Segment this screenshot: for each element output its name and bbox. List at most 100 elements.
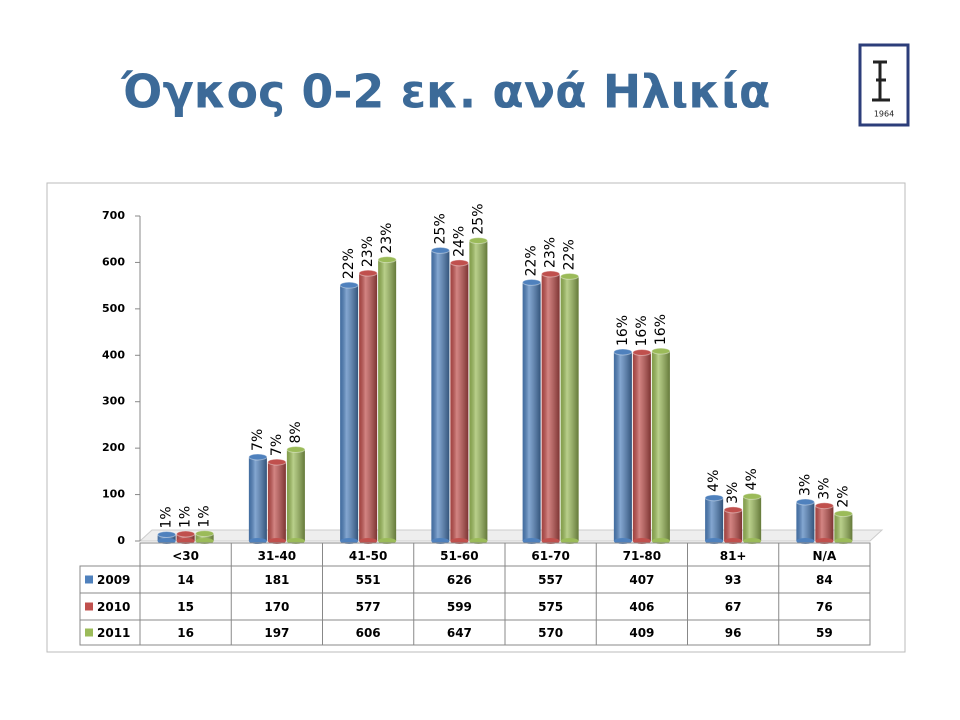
table-value: 406	[629, 600, 654, 614]
bar-shade	[359, 273, 378, 541]
share-label: 22%	[562, 239, 578, 270]
table-value: 626	[447, 573, 472, 587]
x-tick-label: 61-70	[531, 549, 569, 563]
share-label: 2%	[835, 485, 851, 507]
bar-shade	[267, 462, 286, 541]
x-tick-label: 51-60	[440, 549, 478, 563]
logo-year: 1964	[874, 110, 894, 119]
table-value: 93	[725, 573, 742, 587]
bar-cap	[468, 237, 488, 245]
share-label: 16%	[653, 314, 669, 345]
share-label: 25%	[432, 213, 448, 244]
share-label: 23%	[360, 236, 376, 267]
bar-shade	[651, 351, 670, 541]
share-label: 16%	[615, 315, 631, 346]
share-label: 3%	[797, 474, 813, 496]
share-label: 24%	[451, 226, 467, 257]
share-label: 22%	[524, 245, 540, 276]
table-value: 170	[264, 600, 289, 614]
bar-shade	[378, 259, 397, 541]
slide-title: Όγκος 0-2 εκ. ανά Ηλικία	[120, 65, 770, 119]
bar-shade	[157, 534, 176, 541]
table-value: 409	[629, 626, 654, 640]
share-label: 3%	[816, 477, 832, 499]
share-label: 1%	[159, 506, 175, 528]
table-value: 67	[725, 600, 742, 614]
table-value: 647	[447, 626, 472, 640]
bar-cap	[339, 281, 359, 289]
y-tick-label: 100	[102, 488, 125, 501]
bar-shade	[340, 285, 359, 541]
logo: 1964	[858, 43, 910, 127]
y-tick-label: 0	[117, 534, 125, 547]
bar-shade	[705, 497, 724, 541]
share-label: 4%	[744, 468, 760, 490]
y-tick-label: 600	[102, 255, 125, 268]
bar-cap	[833, 510, 853, 518]
bar-cap	[795, 498, 815, 506]
y-tick-label: 200	[102, 441, 125, 454]
share-label: 4%	[706, 470, 722, 492]
table-value: 606	[356, 626, 381, 640]
table-value: 84	[816, 573, 833, 587]
legend-label: 2009	[97, 573, 130, 587]
table-value: 557	[538, 573, 563, 587]
bar-shade	[431, 250, 450, 541]
bar-cap	[157, 531, 177, 538]
bar-cap	[704, 494, 724, 502]
bar-cap	[377, 256, 397, 264]
logo-frame	[858, 43, 910, 127]
table-value: 59	[816, 626, 833, 640]
legend-label: 2011	[97, 626, 130, 640]
table-value: 197	[264, 626, 289, 640]
bar-shade	[834, 513, 853, 541]
share-label: 7%	[269, 434, 285, 456]
bar-shade	[469, 240, 488, 541]
share-label: 16%	[634, 315, 650, 346]
table-value: 575	[538, 600, 563, 614]
share-label: 23%	[379, 223, 395, 254]
legend-swatch	[85, 602, 93, 611]
y-tick-label: 400	[102, 348, 125, 361]
logo-mark	[872, 60, 890, 102]
bar-shade	[796, 502, 815, 541]
table-value: 407	[629, 573, 654, 587]
bar-cap	[248, 453, 268, 461]
table-value: 551	[356, 573, 381, 587]
bar-shade	[195, 533, 214, 541]
y-tick-label: 500	[102, 302, 125, 315]
table-value: 181	[264, 573, 289, 587]
share-label: 22%	[341, 248, 357, 279]
bar-cap	[522, 278, 542, 286]
table-value: 16	[177, 626, 194, 640]
y-tick-label: 300	[102, 395, 125, 408]
bar-cap	[814, 502, 834, 510]
bar-cap	[430, 246, 450, 254]
x-tick-label: 81+	[720, 549, 747, 563]
bar-shade	[450, 262, 469, 541]
x-tick-label: N/A	[813, 549, 837, 563]
bar-cap	[541, 270, 561, 278]
share-label: 3%	[725, 482, 741, 504]
table-value: 96	[725, 626, 742, 640]
table-value: 570	[538, 626, 563, 640]
bar-shade	[286, 449, 305, 541]
table-value: 14	[177, 573, 194, 587]
legend-swatch	[85, 628, 93, 637]
bar-shade	[541, 274, 560, 541]
bar-cap	[560, 272, 580, 280]
share-label: 23%	[543, 237, 559, 268]
y-tick-label: 700	[102, 209, 125, 222]
bar-shade	[522, 282, 541, 541]
bar-cap	[195, 530, 215, 538]
bar-shade	[560, 276, 579, 541]
bar-cap	[651, 347, 671, 355]
bar-shade	[815, 505, 834, 541]
bar-shade	[248, 456, 267, 541]
bar-shade	[724, 509, 743, 541]
table-value: 599	[447, 600, 472, 614]
share-label: 1%	[178, 506, 194, 528]
x-tick-label: 31-40	[258, 549, 296, 563]
